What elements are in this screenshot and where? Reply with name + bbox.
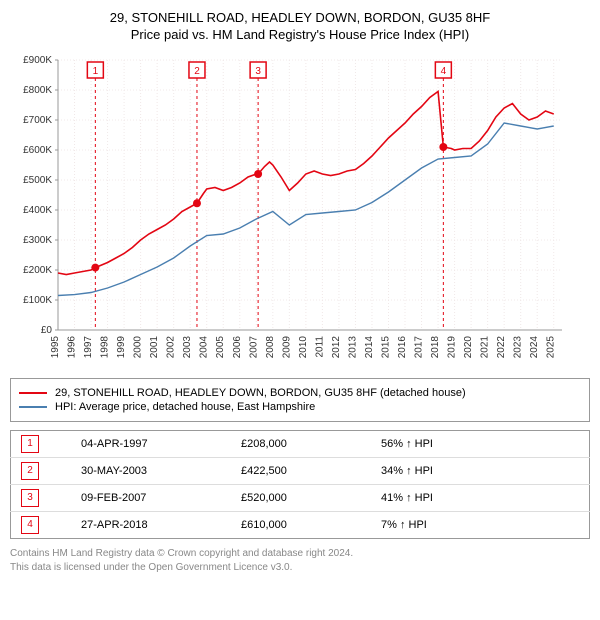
svg-text:£800K: £800K (23, 85, 52, 96)
chart-title-block: 29, STONEHILL ROAD, HEADLEY DOWN, BORDON… (10, 10, 590, 42)
event-price: £208,000 (231, 431, 371, 458)
svg-text:2025: 2025 (546, 336, 557, 359)
svg-text:2004: 2004 (199, 336, 210, 359)
title-line1: 29, STONEHILL ROAD, HEADLEY DOWN, BORDON… (10, 10, 590, 25)
svg-text:2018: 2018 (430, 336, 441, 359)
legend-item: HPI: Average price, detached house, East… (19, 401, 581, 413)
svg-text:2011: 2011 (314, 336, 325, 358)
event-row: 1 04-APR-1997£208,00056% ↑ HPI (11, 431, 590, 458)
svg-text:2019: 2019 (447, 336, 458, 359)
legend-item: 29, STONEHILL ROAD, HEADLEY DOWN, BORDON… (19, 387, 581, 399)
svg-text:2022: 2022 (496, 336, 507, 359)
svg-text:2007: 2007 (248, 336, 259, 359)
svg-text:1995: 1995 (50, 336, 61, 359)
event-row: 2 30-MAY-2003£422,50034% ↑ HPI (11, 458, 590, 485)
svg-text:£700K: £700K (23, 115, 52, 126)
svg-text:£100K: £100K (23, 295, 52, 306)
event-date: 27-APR-2018 (71, 512, 231, 539)
svg-text:£500K: £500K (23, 175, 52, 186)
svg-text:2: 2 (194, 66, 200, 77)
svg-text:2005: 2005 (215, 336, 226, 359)
legend-swatch-property (19, 392, 47, 394)
title-line2: Price paid vs. HM Land Registry's House … (10, 27, 590, 42)
svg-text:3: 3 (255, 66, 261, 77)
chart-container: £0 £100K £200K £300K £400K £500K £600K £700K £80… (10, 50, 590, 370)
svg-text:2012: 2012 (331, 336, 342, 359)
event-row: 4 27-APR-2018£610,0007% ↑ HPI (11, 512, 590, 539)
event-pct: 41% ↑ HPI (371, 485, 590, 512)
event-pct: 7% ↑ HPI (371, 512, 590, 539)
svg-text:1996: 1996 (67, 336, 78, 359)
svg-text:2001: 2001 (149, 336, 160, 359)
svg-text:2023: 2023 (513, 336, 524, 359)
svg-text:1: 1 (93, 66, 99, 77)
event-date: 09-FEB-2007 (71, 485, 231, 512)
svg-text:£400K: £400K (23, 205, 52, 216)
event-date: 04-APR-1997 (71, 431, 231, 458)
event-pct: 56% ↑ HPI (371, 431, 590, 458)
svg-text:2000: 2000 (133, 336, 144, 359)
event-marker-box: 1 (21, 435, 39, 453)
legend-swatch-hpi (19, 406, 47, 408)
footer-line1: Contains HM Land Registry data © Crown c… (10, 547, 590, 561)
event-marker-box: 4 (21, 516, 39, 534)
svg-text:2021: 2021 (480, 336, 491, 359)
sale-events-table: 1 04-APR-1997£208,00056% ↑ HPI 2 30-MAY-200… (10, 430, 590, 539)
svg-text:2014: 2014 (364, 336, 375, 359)
svg-text:2002: 2002 (166, 336, 177, 359)
event-row: 3 09-FEB-2007£520,00041% ↑ HPI (11, 485, 590, 512)
footer-line2: This data is licensed under the Open Gov… (10, 561, 590, 575)
svg-text:2003: 2003 (182, 336, 193, 359)
svg-text:2015: 2015 (380, 336, 391, 359)
svg-text:£200K: £200K (23, 265, 52, 276)
svg-text:2020: 2020 (463, 336, 474, 359)
svg-text:2017: 2017 (414, 336, 425, 359)
svg-text:1997: 1997 (83, 336, 94, 359)
svg-text:2010: 2010 (298, 336, 309, 359)
svg-text:£300K: £300K (23, 235, 52, 246)
event-date: 30-MAY-2003 (71, 458, 231, 485)
event-price: £610,000 (231, 512, 371, 539)
svg-text:2009: 2009 (281, 336, 292, 359)
event-marker-box: 2 (21, 462, 39, 480)
event-price: £520,000 (231, 485, 371, 512)
svg-text:4: 4 (441, 66, 447, 77)
svg-text:1998: 1998 (100, 336, 111, 359)
attribution-footer: Contains HM Land Registry data © Crown c… (10, 547, 590, 575)
line-chart: £0 £100K £200K £300K £400K £500K £600K £700K £80… (10, 50, 570, 370)
legend-label: 29, STONEHILL ROAD, HEADLEY DOWN, BORDON… (55, 387, 466, 399)
event-price: £422,500 (231, 458, 371, 485)
svg-text:2008: 2008 (265, 336, 276, 359)
svg-text:2006: 2006 (232, 336, 243, 359)
svg-text:£600K: £600K (23, 145, 52, 156)
event-pct: 34% ↑ HPI (371, 458, 590, 485)
svg-text:£900K: £900K (23, 55, 52, 66)
svg-text:£0: £0 (41, 325, 53, 336)
svg-text:2024: 2024 (529, 336, 540, 359)
svg-text:2016: 2016 (397, 336, 408, 359)
legend-label: HPI: Average price, detached house, East… (55, 401, 315, 413)
svg-text:1999: 1999 (116, 336, 127, 359)
event-marker-box: 3 (21, 489, 39, 507)
legend: 29, STONEHILL ROAD, HEADLEY DOWN, BORDON… (10, 378, 590, 422)
svg-text:2013: 2013 (347, 336, 358, 359)
